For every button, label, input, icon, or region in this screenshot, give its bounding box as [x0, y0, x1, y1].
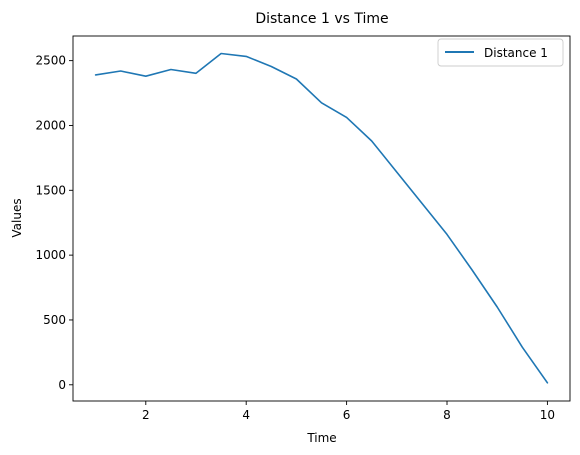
x-tick-label: 10: [540, 408, 555, 422]
legend-label: Distance 1: [484, 46, 548, 60]
y-tick-label: 1500: [35, 183, 66, 197]
y-tick-label: 0: [58, 378, 66, 392]
series-layer: [94, 52, 549, 384]
y-axis-label: Values: [10, 198, 24, 237]
y-tick-label: 2000: [35, 118, 66, 132]
y-tick-label: 2500: [35, 54, 66, 68]
x-tick-label: 4: [242, 408, 250, 422]
x-tick-label: 2: [142, 408, 150, 422]
series-line: [94, 52, 549, 384]
y-tick-label: 1000: [35, 248, 66, 262]
x-axis-label: Time: [306, 431, 336, 445]
y-axis: 0 500 1000 1500 2000 2500: [35, 54, 73, 392]
x-tick-label: 8: [443, 408, 451, 422]
legend-box: [437, 38, 564, 67]
chart-title: Distance 1 vs Time: [255, 11, 388, 27]
y-tick-label: 500: [43, 313, 66, 327]
x-tick-label: 6: [343, 408, 351, 422]
plot-area: [72, 35, 571, 402]
x-axis: 2 4 6 8 10: [142, 401, 555, 422]
legend: Distance 1: [437, 38, 564, 67]
